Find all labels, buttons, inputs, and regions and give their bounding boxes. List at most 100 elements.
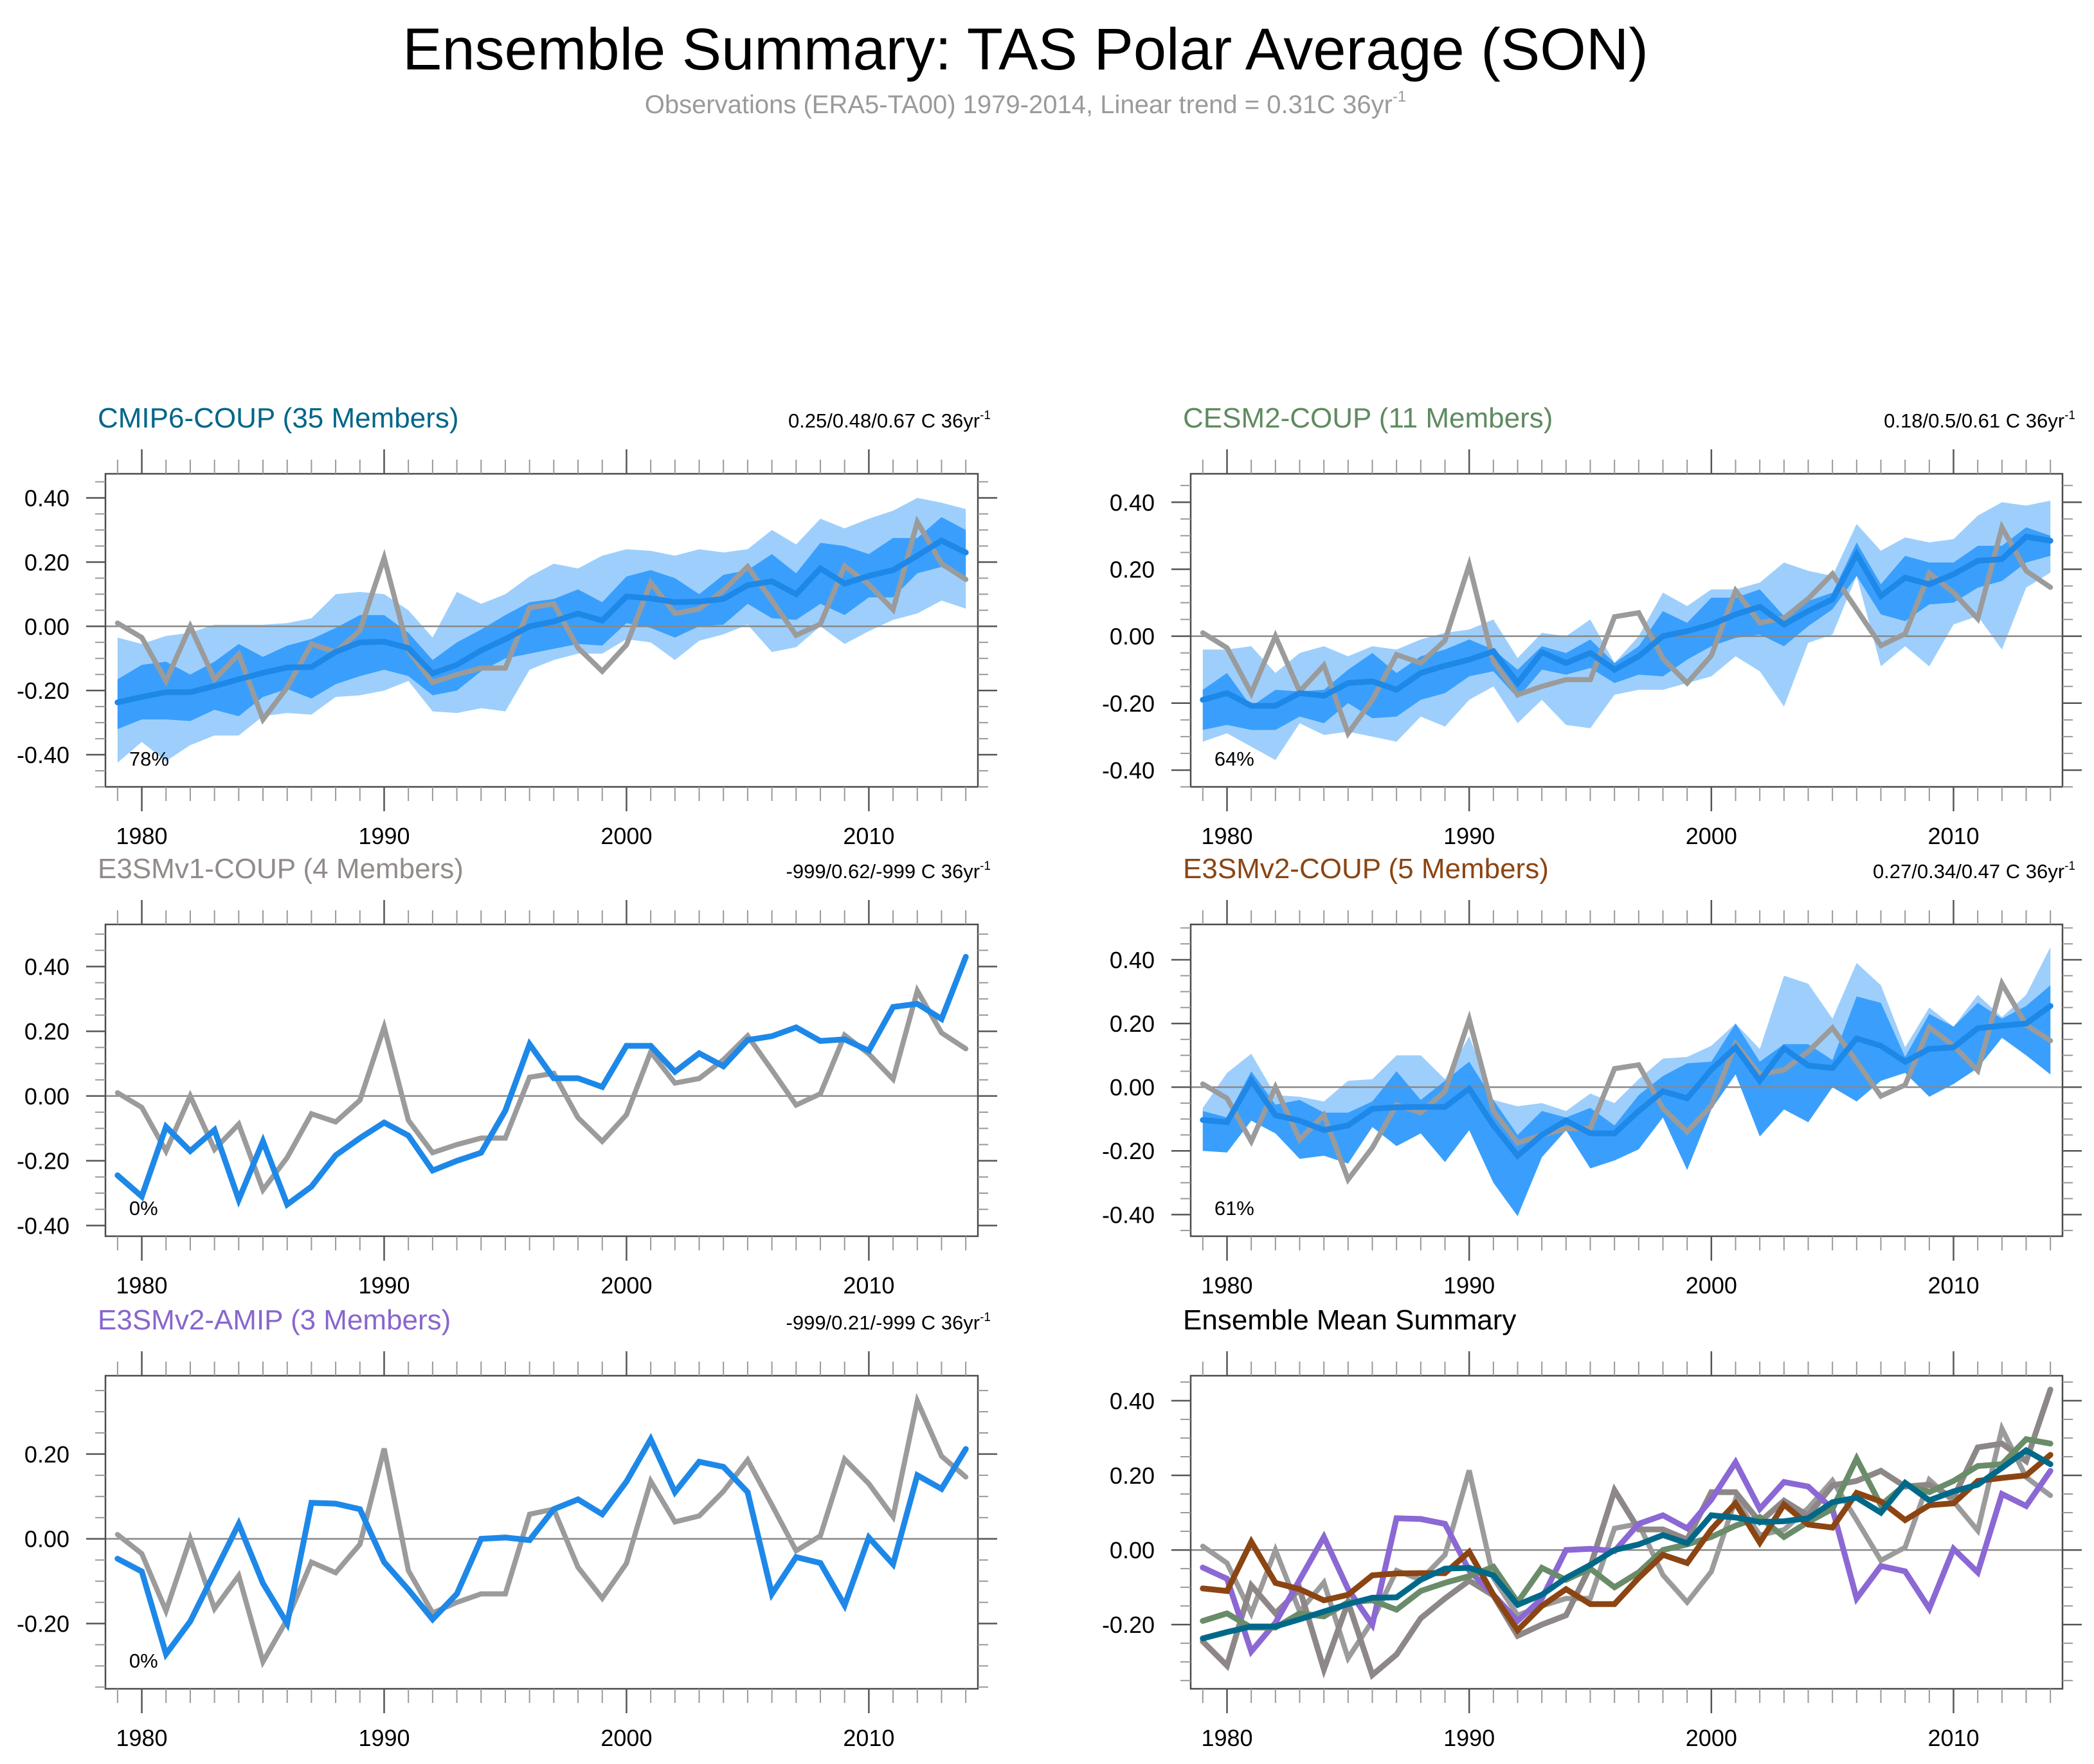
observations-line (1200, 977, 2053, 1185)
y-tick-label: 0.00 (24, 613, 69, 640)
band-outer-spread (1202, 947, 2051, 1216)
trend-label: -999/0.62/-999 C 36yr-1 (786, 860, 991, 883)
y-tick-label: -0.40 (1102, 1202, 1155, 1228)
observations-line (114, 984, 969, 1196)
y-tick-label: -0.20 (17, 1611, 69, 1637)
panel-cmip6: CMIP6-COUP (35 Members) 0.25/0.48/0.67 C … (17, 402, 997, 849)
trend-label-text: 0.27/0.34/0.47 C 36yr (1873, 860, 2064, 883)
x-tick-label: 2000 (600, 823, 652, 849)
y-tick-label: -0.40 (17, 742, 69, 768)
y-tick-label: 0.20 (1110, 556, 1155, 582)
x-tick-label: 1990 (358, 823, 410, 849)
plot-frame (104, 473, 979, 788)
percent-label: 0% (129, 1197, 158, 1220)
plot-area (1191, 947, 2062, 1216)
trend-label-text: 0.18/0.5/0.61 C 36yr (1884, 410, 2064, 432)
panel-title: E3SMv2-COUP (5 Members) (1183, 853, 1549, 885)
x-tick-label: 1980 (1201, 1272, 1252, 1299)
x-tick-label: 1990 (1443, 1725, 1495, 1751)
plot-area (105, 1392, 978, 1669)
plot-area (1191, 500, 2062, 760)
trend-label: -999/0.21/-999 C 36yr-1 (786, 1311, 991, 1334)
y-tick-label: 0.20 (24, 549, 69, 575)
panel-title: Ensemble Mean Summary (1183, 1304, 1516, 1336)
trend-label-text: -999/0.62/-999 C 36yr (786, 860, 980, 883)
y-tick-label: -0.20 (1102, 1612, 1155, 1638)
ensemble-mean-line-e3smv1 (1200, 1387, 2053, 1680)
trend-label-sup: -1 (2064, 860, 2075, 873)
y-tick-label: -0.20 (17, 678, 69, 704)
trend-label: 0.25/0.48/0.67 C 36yr-1 (788, 409, 991, 432)
plot-frame (1189, 473, 2064, 788)
plot-frame (1189, 923, 2064, 1238)
panels-group: CMIP6-COUP (35 Members) 0.25/0.48/0.67 C … (17, 402, 2082, 1751)
ensemble-mean-line-cmip6 (1200, 1446, 2053, 1642)
observations-line (1200, 520, 2053, 739)
y-tick-label: 0.20 (24, 1018, 69, 1045)
x-tick-label: 1990 (358, 1272, 410, 1299)
x-tick-label: 1980 (116, 823, 167, 849)
y-tick-label: -0.40 (17, 1212, 69, 1239)
trend-label: 0.27/0.34/0.47 C 36yr-1 (1873, 860, 2075, 883)
y-tick-label: 0.00 (1110, 1074, 1155, 1101)
trend-label-text: 0.25/0.48/0.67 C 36yr (788, 410, 980, 432)
plot-area (105, 498, 978, 763)
plot-frame (1189, 1374, 2064, 1690)
band-outer-spread (1202, 500, 2051, 760)
y-tick-label: 0.40 (24, 953, 69, 980)
plot-area (105, 953, 978, 1209)
y-tick-label: 0.00 (24, 1083, 69, 1110)
panel-e3smv2amip: E3SMv2-AMIP (3 Members) -999/0.21/-999 C … (17, 1304, 997, 1751)
x-tick-label: 2010 (1927, 823, 1979, 849)
y-tick-label: -0.20 (1102, 690, 1155, 717)
ensemble-mean-line-e3smv2coup (1200, 1452, 2053, 1635)
y-tick-label: 0.40 (1110, 1388, 1155, 1414)
ensemble-mean-line (1200, 534, 2053, 709)
x-tick-label: 2000 (1686, 823, 1737, 849)
x-tick-label: 2000 (1686, 1725, 1737, 1751)
observations-line (114, 515, 969, 725)
figure-subtitle-text: Observations (ERA5-TA00) 1979-2014, Line… (645, 91, 1393, 119)
x-tick-label: 2010 (843, 1272, 894, 1299)
trend-label-text: -999/0.21/-999 C 36yr (786, 1311, 980, 1334)
percent-label: 64% (1214, 748, 1254, 770)
trend-label-sup: -1 (980, 860, 991, 873)
trend-label: 0.18/0.5/0.61 C 36yr-1 (1884, 409, 2075, 432)
y-tick-label: 0.00 (1110, 624, 1155, 650)
observations-line (1200, 1421, 2053, 1664)
x-tick-label: 2000 (600, 1272, 652, 1299)
x-tick-label: 2010 (1927, 1725, 1979, 1751)
x-tick-label: 2010 (843, 823, 894, 849)
x-tick-label: 1980 (1201, 1725, 1252, 1751)
panel-cesm2: CESM2-COUP (11 Members) 0.18/0.5/0.61 C 3… (1102, 402, 2082, 849)
ensemble-mean-line (114, 537, 969, 706)
panel-title: E3SMv2-AMIP (3 Members) (98, 1304, 451, 1336)
trend-label-sup: -1 (2064, 409, 2075, 422)
panel-title: CESM2-COUP (11 Members) (1183, 402, 1553, 434)
figure-subtitle-sup: -1 (1393, 88, 1406, 105)
y-tick-label: -0.40 (1102, 757, 1155, 784)
ensemble-mean-line (1200, 1003, 2053, 1160)
figure-subtitle: Observations (ERA5-TA00) 1979-2014, Line… (645, 88, 1407, 119)
percent-label: 78% (129, 748, 169, 770)
y-tick-label: 0.00 (24, 1526, 69, 1553)
plot-frame (104, 1374, 979, 1690)
y-tick-label: 0.00 (1110, 1537, 1155, 1563)
x-tick-label: 2000 (600, 1725, 652, 1751)
ensemble-mean-line (114, 953, 969, 1209)
x-tick-label: 1990 (358, 1725, 410, 1751)
y-tick-label: -0.20 (17, 1148, 69, 1174)
panel-e3smv2coup: E3SMv2-COUP (5 Members) 0.27/0.34/0.47 C … (1102, 853, 2082, 1299)
y-tick-label: 0.40 (1110, 489, 1155, 516)
panel-summary: Ensemble Mean Summary 1980 1990 2000 2010 0.4… (1102, 1304, 2082, 1751)
y-tick-label: 0.20 (24, 1441, 69, 1468)
x-tick-label: 2010 (1927, 1272, 1979, 1299)
percent-label: 61% (1214, 1197, 1254, 1220)
x-tick-label: 1990 (1443, 1272, 1495, 1299)
x-tick-label: 1980 (1201, 823, 1252, 849)
trend-label-sup: -1 (980, 409, 991, 422)
panel-title: E3SMv1-COUP (4 Members) (98, 853, 464, 885)
y-tick-label: 0.40 (1110, 947, 1155, 973)
x-tick-label: 1980 (116, 1725, 167, 1751)
